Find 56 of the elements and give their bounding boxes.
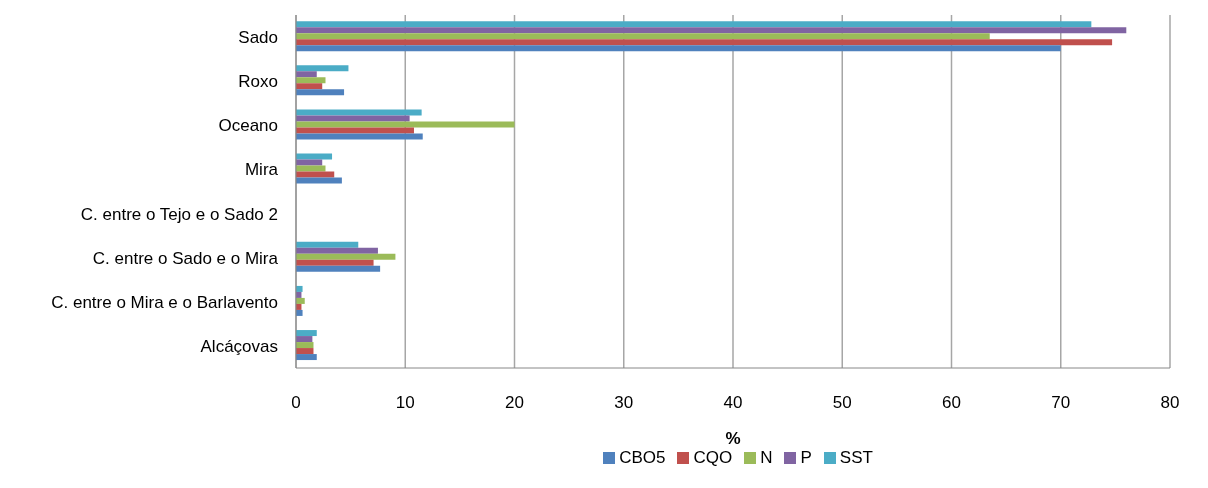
bar [296, 177, 342, 184]
bar [296, 153, 333, 160]
bar [296, 297, 305, 304]
x-tick-label: 40 [723, 393, 743, 413]
legend-label: CQO [692, 448, 733, 468]
legend-label: SST [838, 448, 873, 468]
bar [296, 27, 1127, 34]
bar [296, 348, 314, 355]
bar [296, 133, 423, 140]
bar [296, 65, 349, 72]
bar [296, 342, 314, 349]
legend-label: P [799, 448, 812, 468]
y-tick-label: Oceano [218, 116, 278, 136]
bar [296, 71, 317, 78]
bar [296, 159, 323, 166]
bar [296, 247, 378, 254]
y-tick-label: C. entre o Sado e o Mira [92, 248, 279, 268]
x-tick-label: 10 [395, 393, 415, 413]
y-tick-label: C. entre o Tejo e o Sado 2 [80, 204, 278, 224]
legend-label: N [759, 448, 773, 468]
bar [296, 109, 422, 116]
bar [296, 309, 303, 316]
bar [296, 127, 414, 134]
y-tick-label: Sado [238, 28, 278, 48]
bar [296, 77, 326, 84]
bar [296, 253, 396, 260]
y-tick-label: Alcáçovas [200, 336, 278, 356]
x-tick-label: 60 [942, 393, 961, 413]
x-tick-label: 0 [291, 393, 301, 413]
x-axis-title: % [725, 429, 741, 448]
bar [296, 265, 381, 272]
bar [296, 330, 317, 337]
bar [296, 89, 345, 96]
legend-label: CBO5 [618, 448, 666, 468]
y-tick-label: Mira [244, 160, 279, 180]
bar [296, 115, 410, 122]
bar [296, 39, 1113, 46]
bar [296, 285, 303, 292]
bar [296, 171, 335, 178]
bar [296, 354, 317, 361]
bar [296, 45, 1061, 52]
bar [296, 33, 990, 40]
x-tick-label: 70 [1051, 393, 1071, 413]
bar [296, 21, 1092, 28]
x-tick-label: 80 [1160, 393, 1180, 413]
bar [296, 241, 359, 248]
x-tick-label: 20 [505, 393, 524, 413]
y-tick-label: C. entre o Mira e o Barlavento [51, 292, 278, 312]
bar [296, 165, 326, 172]
bar [296, 121, 515, 128]
bar [296, 259, 374, 266]
x-tick-label: 30 [614, 393, 634, 413]
y-tick-label: Roxo [238, 72, 278, 92]
x-tick-label: 50 [832, 393, 852, 413]
bar [296, 83, 323, 90]
bar [296, 336, 313, 343]
